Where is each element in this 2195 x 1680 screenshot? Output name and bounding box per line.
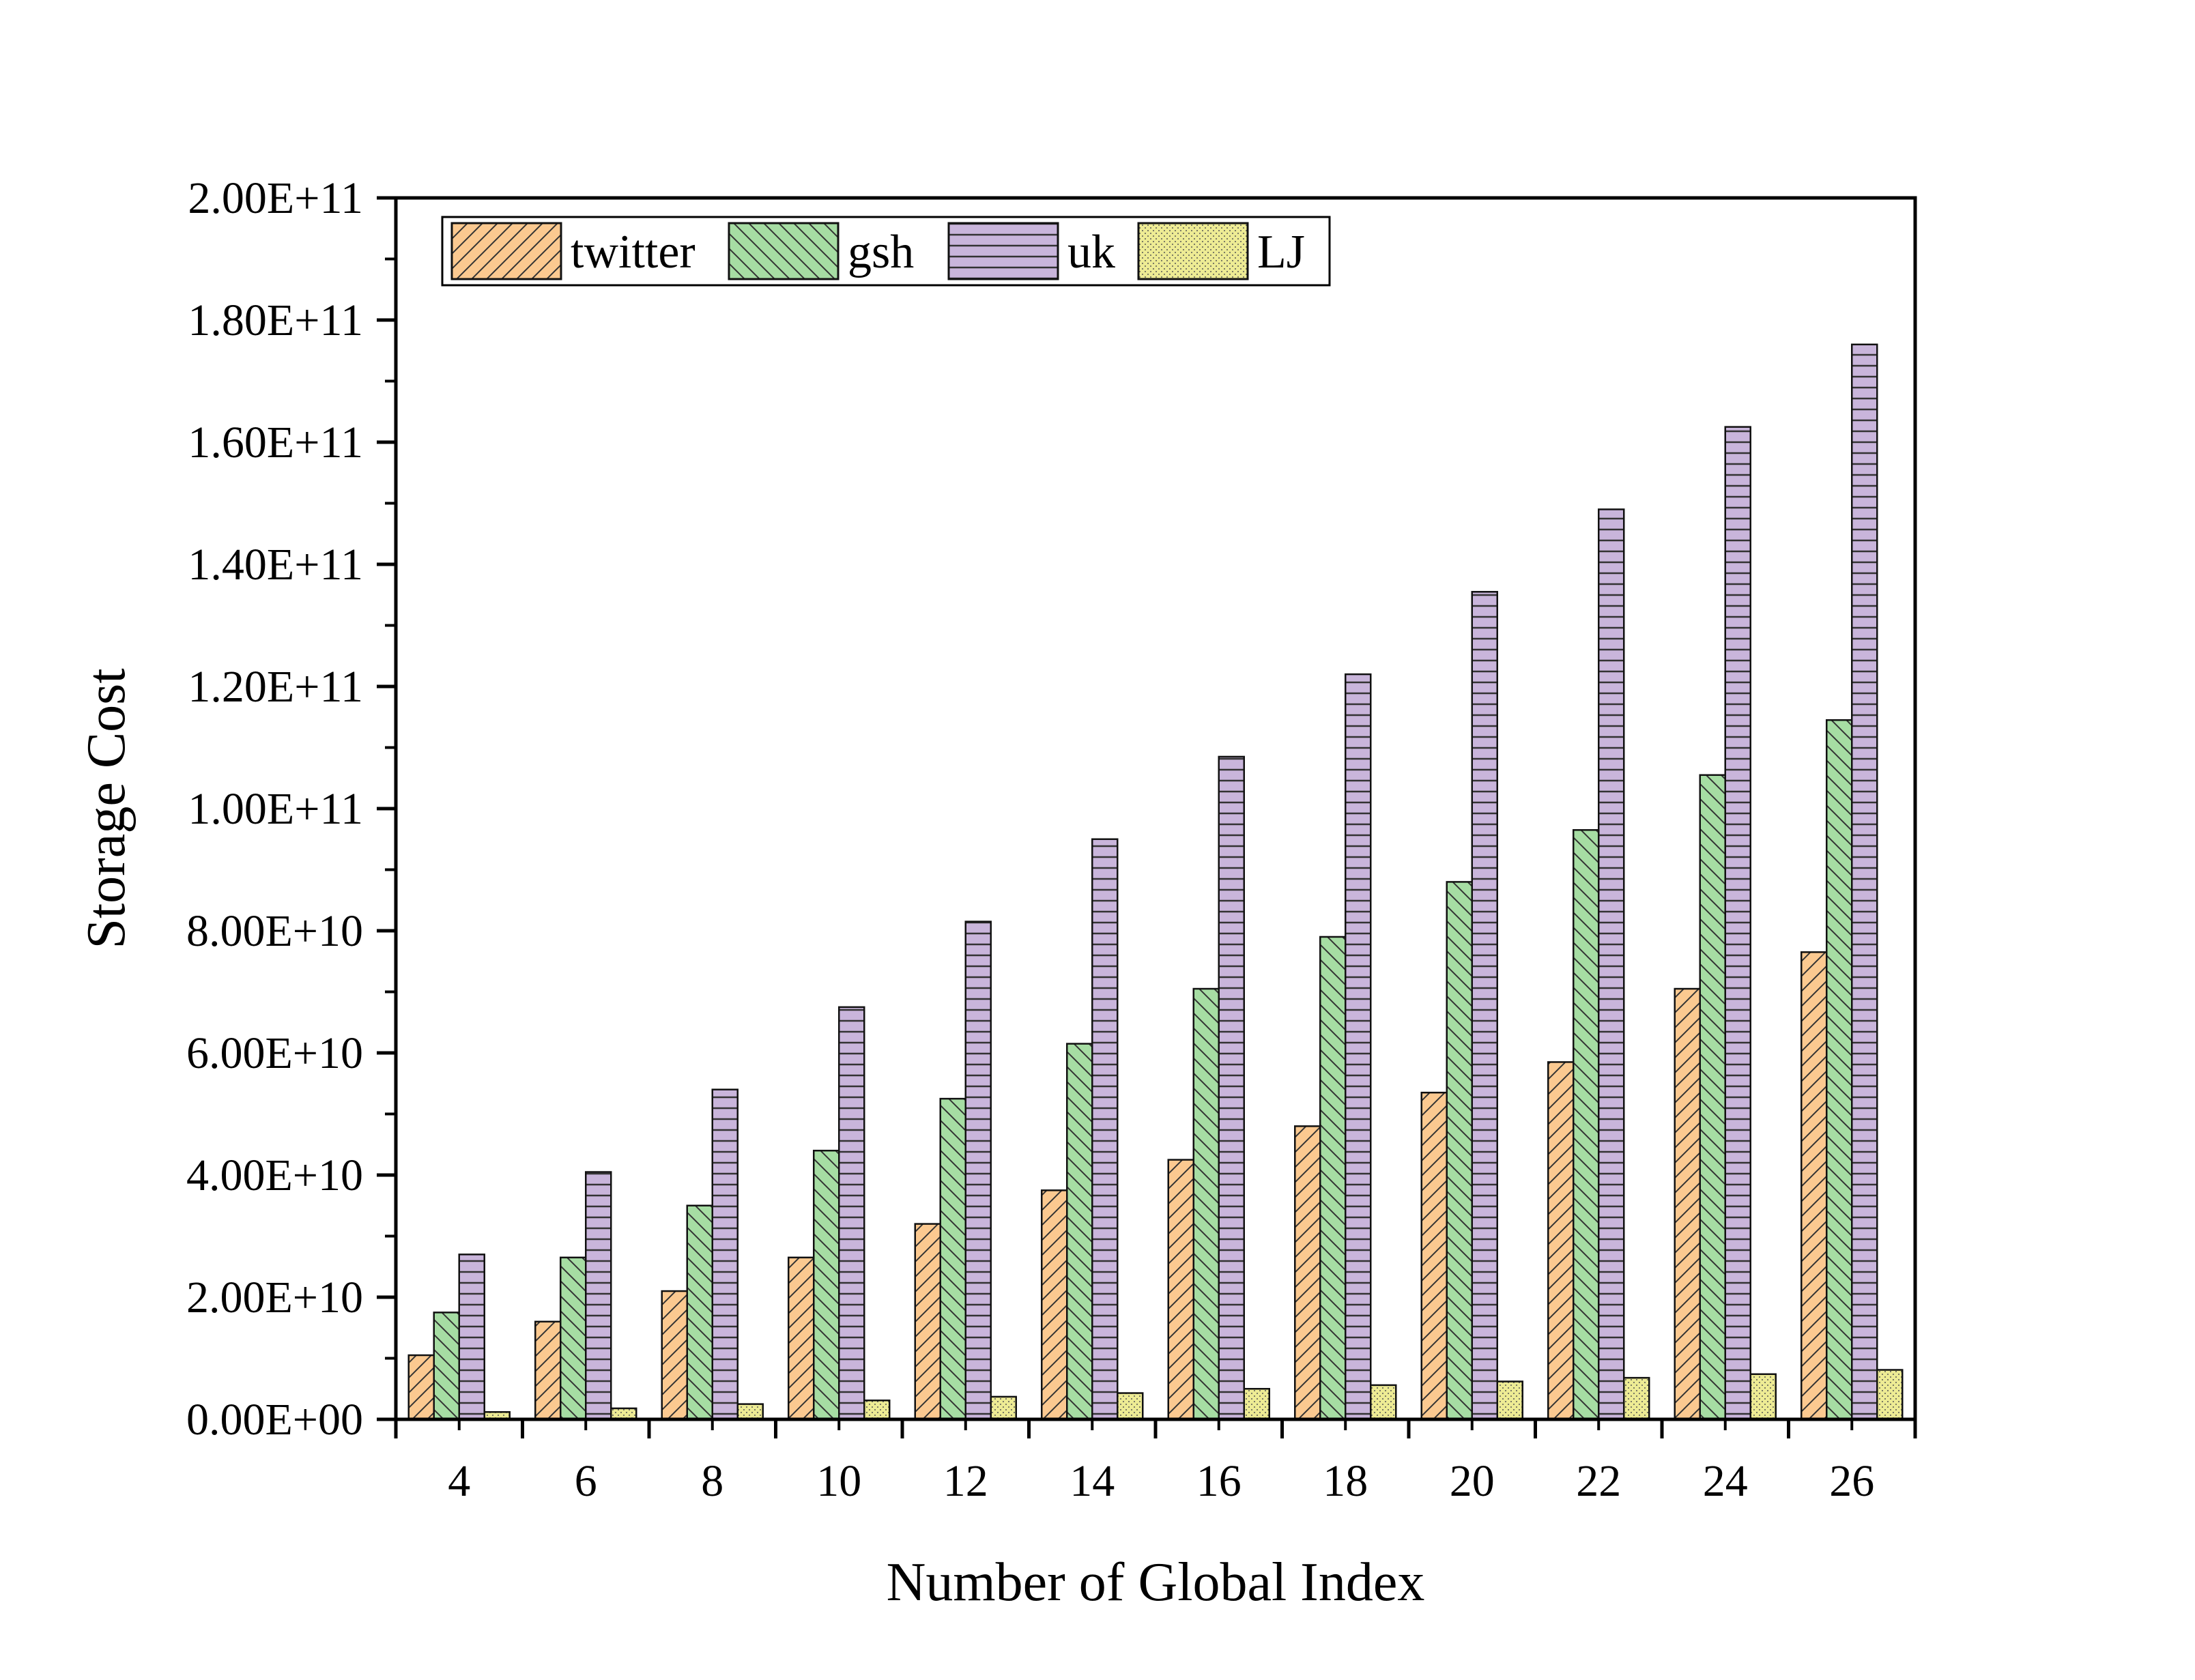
- x-tick-label: 10: [816, 1456, 861, 1506]
- legend-swatch-hatch: [728, 222, 840, 280]
- y-tick-label: 1.00E+11: [188, 784, 363, 834]
- bar-hatch-LJ-20: [1496, 1380, 1523, 1421]
- bar-hatch-twitter-4: [407, 1354, 435, 1421]
- bar-hatch-twitter-12: [914, 1223, 941, 1421]
- bar-hatch-uk-14: [1091, 838, 1119, 1421]
- bar-hatch-uk-12: [964, 921, 992, 1421]
- x-tick-label: 26: [1829, 1456, 1874, 1506]
- bar-hatch-gsh-4: [433, 1312, 460, 1421]
- bar-hatch-LJ-14: [1117, 1392, 1144, 1421]
- bar-hatch-gsh-12: [939, 1097, 966, 1421]
- x-axis-tick-labels: 4 6 8 10 12 14 16 18 20 22 24 26: [448, 1456, 1874, 1506]
- y-tick-label: 4.00E+10: [186, 1150, 363, 1200]
- bar-hatch-LJ-26: [1876, 1369, 1904, 1421]
- bar-hatch-LJ-18: [1370, 1384, 1397, 1421]
- bar-hatch-uk-8: [711, 1088, 738, 1421]
- y-tick-label: 8.00E+10: [186, 906, 363, 956]
- y-tick-label: 2.00E+11: [188, 173, 363, 223]
- bar-hatch-twitter-26: [1801, 951, 1828, 1421]
- series-LJ: [483, 1369, 1904, 1421]
- bar-hatch-uk-18: [1345, 673, 1372, 1421]
- bar-hatch-LJ-22: [1623, 1376, 1650, 1421]
- x-tick-label: 8: [701, 1456, 723, 1506]
- bar-hatch-gsh-18: [1319, 936, 1347, 1421]
- legend-item-uk: uk: [947, 222, 1115, 280]
- series-twitter: [407, 951, 1828, 1421]
- bar-hatch-uk-24: [1724, 426, 1751, 1421]
- bars-layer: [407, 343, 1904, 1421]
- x-tick-label: 16: [1196, 1456, 1242, 1506]
- bar-hatch-uk-6: [585, 1171, 612, 1421]
- bar-hatch-uk-4: [458, 1254, 485, 1421]
- legend-swatch-hatch: [450, 222, 562, 280]
- legend-swatch-hatch: [947, 222, 1059, 280]
- bar-hatch-twitter-24: [1674, 987, 1701, 1421]
- legend-swatch-hatch: [1137, 222, 1249, 280]
- y-tick-label: 1.40E+11: [188, 540, 363, 590]
- bar-hatch-gsh-14: [1066, 1043, 1093, 1421]
- y-axis-label: Storage Cost: [76, 668, 137, 948]
- bar-hatch-twitter-22: [1547, 1061, 1575, 1421]
- legend-item-twitter: twitter: [450, 222, 695, 280]
- y-tick-label: 1.20E+11: [188, 662, 363, 712]
- bar-hatch-gsh-24: [1699, 774, 1726, 1421]
- bar-hatch-uk-16: [1218, 755, 1245, 1421]
- x-tick-label: 4: [448, 1456, 470, 1506]
- bar-hatch-twitter-18: [1294, 1125, 1321, 1421]
- legend-label: twitter: [571, 226, 695, 278]
- bar-hatch-LJ-16: [1243, 1388, 1270, 1421]
- bar-hatch-twitter-20: [1420, 1091, 1448, 1421]
- bar-hatch-twitter-6: [534, 1320, 562, 1421]
- x-tick-label: 24: [1703, 1456, 1748, 1506]
- bar-hatch-gsh-10: [813, 1149, 840, 1421]
- legend: twitter gsh uk LJ: [441, 216, 1331, 287]
- bar-hatch-uk-26: [1851, 343, 1878, 1421]
- legend-item-LJ: LJ: [1137, 222, 1305, 280]
- legend-label: gsh: [848, 226, 914, 278]
- y-tick-label: 1.60E+11: [188, 418, 363, 467]
- x-axis-label: Number of Global Index: [887, 1552, 1425, 1612]
- bar-hatch-twitter-8: [661, 1290, 688, 1421]
- legend-label: LJ: [1257, 226, 1305, 278]
- y-tick-label: 6.00E+10: [186, 1028, 363, 1078]
- x-tick-label: 20: [1450, 1456, 1495, 1506]
- bar-hatch-gsh-26: [1826, 719, 1853, 1421]
- bar-hatch-gsh-8: [686, 1204, 713, 1421]
- bar-hatch-gsh-22: [1573, 829, 1600, 1421]
- bar-hatch-LJ-12: [990, 1395, 1017, 1421]
- y-axis-tick-labels: 0.00E+00 2.00E+10 4.00E+10 6.00E+10 8.00E+10…: [186, 173, 363, 1445]
- bar-hatch-gsh-16: [1192, 987, 1220, 1421]
- axis-ticks: [377, 196, 1917, 1438]
- legend-item-gsh: gsh: [728, 222, 914, 280]
- series-uk: [458, 343, 1878, 1421]
- x-tick-label: 12: [943, 1456, 988, 1506]
- bar-hatch-twitter-16: [1167, 1159, 1194, 1421]
- y-tick-label: 0.00E+00: [186, 1395, 363, 1445]
- bar-hatch-gsh-6: [560, 1256, 587, 1421]
- x-tick-label: 18: [1323, 1456, 1368, 1506]
- bar-hatch-twitter-14: [1041, 1189, 1068, 1421]
- x-tick-label: 6: [575, 1456, 597, 1506]
- bar-hatch-uk-10: [838, 1006, 865, 1421]
- bar-hatch-LJ-8: [736, 1403, 764, 1421]
- bar-hatch-LJ-10: [863, 1400, 891, 1421]
- bar-hatch-LJ-24: [1749, 1373, 1777, 1421]
- legend-label: uk: [1067, 226, 1115, 278]
- x-tick-label: 14: [1070, 1456, 1115, 1506]
- bar-hatch-twitter-10: [788, 1256, 815, 1421]
- bar-hatch-uk-22: [1598, 508, 1625, 1421]
- bar-hatch-uk-20: [1471, 591, 1498, 1421]
- series-gsh: [433, 719, 1853, 1421]
- x-tick-label: 22: [1576, 1456, 1621, 1506]
- bar-hatch-gsh-20: [1446, 881, 1473, 1421]
- y-tick-label: 1.80E+11: [188, 295, 363, 345]
- y-tick-label: 2.00E+10: [186, 1273, 363, 1322]
